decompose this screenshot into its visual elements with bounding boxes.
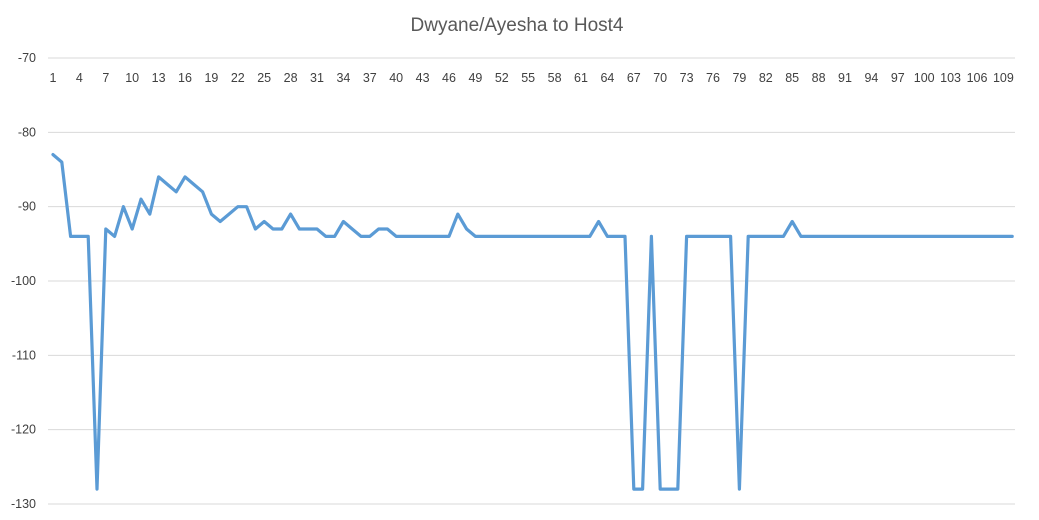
gridlines bbox=[48, 57, 1015, 505]
y-tick-label: -100 bbox=[11, 274, 36, 288]
y-tick-label: -120 bbox=[11, 423, 36, 437]
x-axis-tick-labels: 1 4 7 10 13 16 19 22 25 28 31 34 37 40 43 46 49 52 55 58 61 6… bbox=[50, 71, 1014, 85]
chart-title: Dwyane/Ayesha to Host4 bbox=[411, 15, 624, 36]
y-tick-label: -70 bbox=[18, 51, 36, 65]
y-tick-label: -90 bbox=[18, 200, 36, 214]
x-tick-label: 103 bbox=[940, 71, 961, 85]
x-tick-label: 97 bbox=[891, 71, 905, 85]
x-tick-label: 85 bbox=[785, 71, 799, 85]
x-tick-label: 40 bbox=[389, 71, 403, 85]
x-tick-label: 7 bbox=[102, 71, 109, 85]
x-tick-label: 88 bbox=[812, 71, 826, 85]
x-tick-label: 43 bbox=[416, 71, 430, 85]
x-tick-label: 109 bbox=[993, 71, 1014, 85]
x-tick-label: 4 bbox=[76, 71, 83, 85]
x-tick-label: 10 bbox=[125, 71, 139, 85]
x-tick-label: 1 bbox=[50, 71, 57, 85]
x-tick-label: 25 bbox=[257, 71, 271, 85]
x-tick-label: 22 bbox=[231, 71, 245, 85]
x-tick-label: 16 bbox=[178, 71, 192, 85]
x-tick-label: 55 bbox=[521, 71, 535, 85]
x-tick-label: 64 bbox=[600, 71, 614, 85]
x-tick-label: 94 bbox=[864, 71, 878, 85]
y-tick-label: -80 bbox=[18, 125, 36, 139]
x-tick-label: 67 bbox=[627, 71, 641, 85]
x-tick-label: 52 bbox=[495, 71, 509, 85]
x-tick-label: 76 bbox=[706, 71, 720, 85]
series-line bbox=[51, 153, 1014, 491]
x-tick-label: 28 bbox=[284, 71, 298, 85]
x-tick-label: 58 bbox=[548, 71, 562, 85]
x-tick-label: 19 bbox=[204, 71, 218, 85]
x-tick-label: 91 bbox=[838, 71, 852, 85]
series-points bbox=[52, 154, 1013, 490]
x-tick-label: 37 bbox=[363, 71, 377, 85]
x-tick-label: 100 bbox=[914, 71, 935, 85]
x-tick-label: 106 bbox=[967, 71, 988, 85]
x-tick-label: 73 bbox=[680, 71, 694, 85]
x-tick-label: 34 bbox=[336, 71, 350, 85]
x-tick-label: 31 bbox=[310, 71, 324, 85]
x-tick-label: 46 bbox=[442, 71, 456, 85]
x-tick-label: 49 bbox=[468, 71, 482, 85]
x-tick-label: 13 bbox=[152, 71, 166, 85]
y-tick-label: -110 bbox=[12, 348, 36, 362]
x-tick-label: 79 bbox=[732, 71, 746, 85]
y-axis-tick-labels: -70 -80 -90 -100 -110 -120 -130 bbox=[11, 51, 36, 511]
x-tick-label: 70 bbox=[653, 71, 667, 85]
y-tick-label: -130 bbox=[11, 497, 36, 511]
x-tick-label: 82 bbox=[759, 71, 773, 85]
x-tick-label: 61 bbox=[574, 71, 588, 85]
